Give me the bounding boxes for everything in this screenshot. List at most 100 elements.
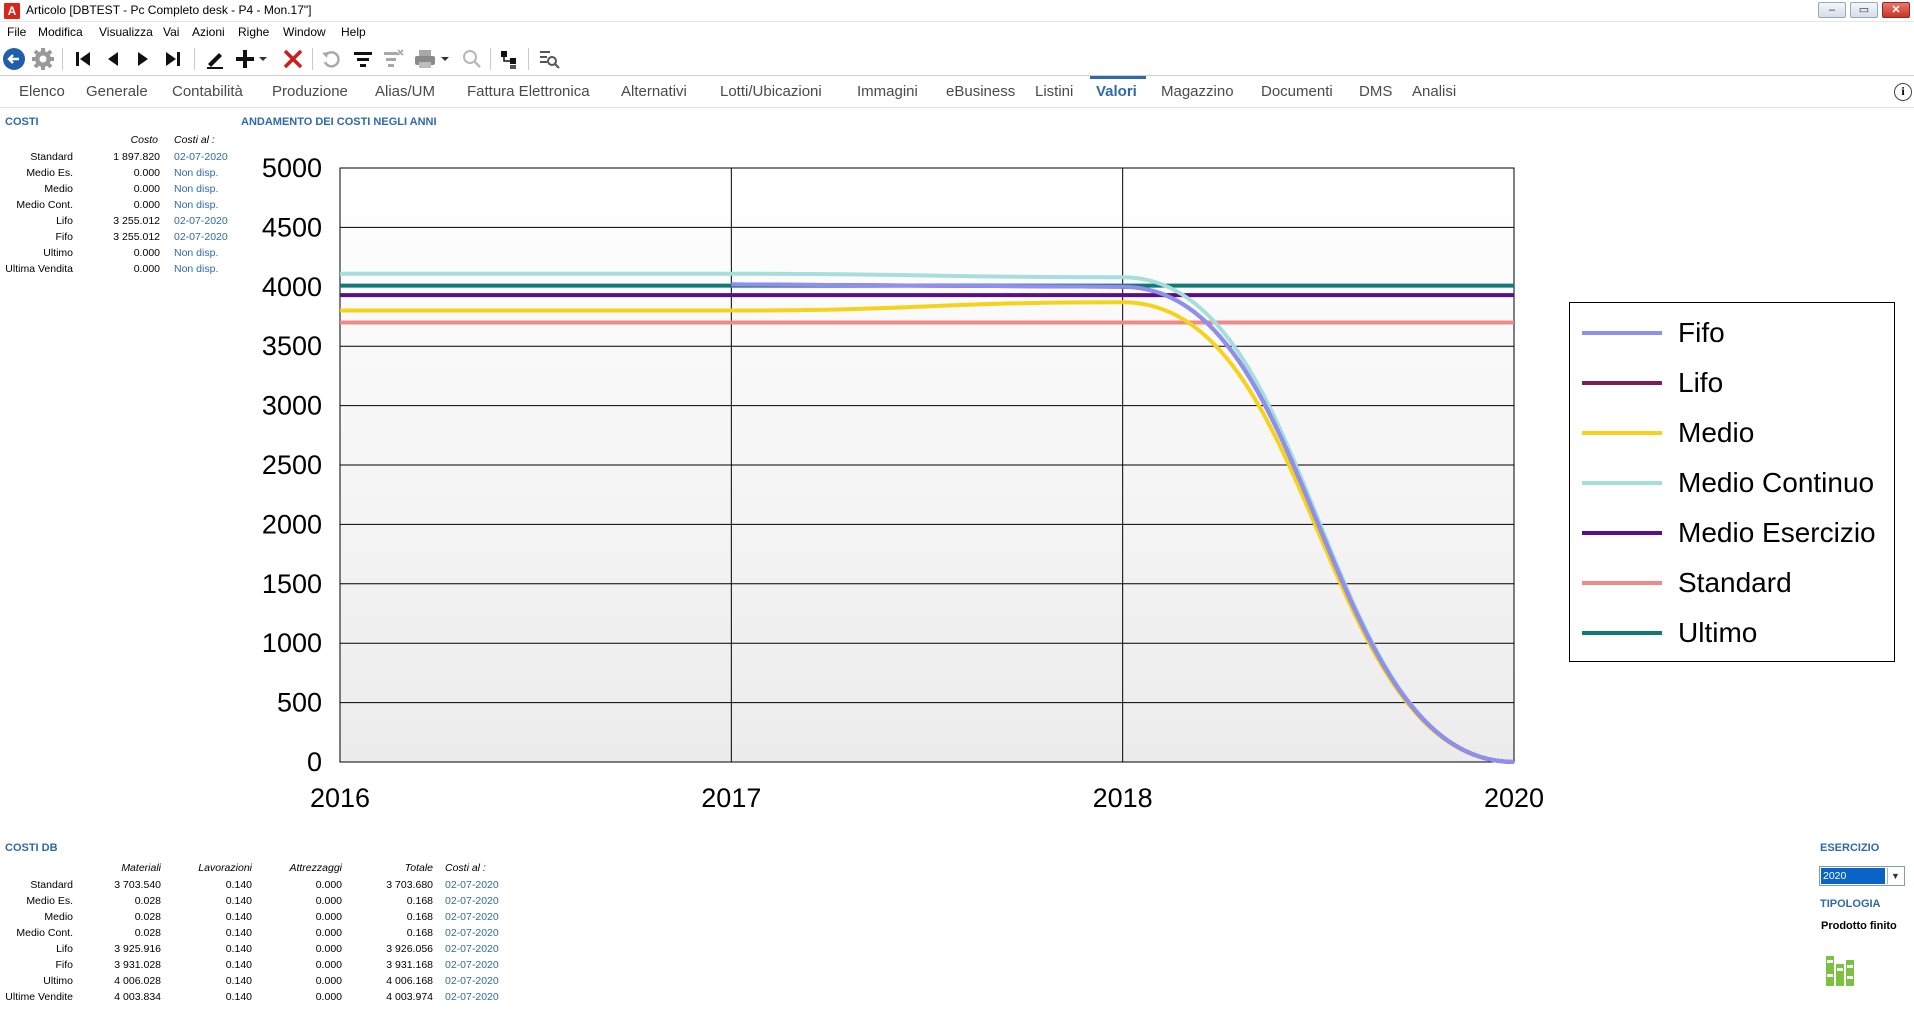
menu-visualizza[interactable]: Visualizza	[99, 25, 153, 39]
tab-analisi[interactable]: Analisi	[1412, 83, 1457, 100]
costi-db-header: Lavorazioni	[198, 862, 252, 874]
chevron-down-icon[interactable]: ▼	[1887, 868, 1903, 884]
window-title: Articolo [DBTEST - Pc Completo desk - P4…	[26, 3, 312, 17]
menu-file[interactable]: File	[7, 25, 27, 39]
costi-row-label: Medio Es.	[26, 167, 73, 179]
menu-window[interactable]: Window	[283, 25, 326, 39]
filter-icon[interactable]	[350, 46, 376, 72]
prev-record-icon[interactable]	[100, 46, 126, 72]
legend-label: Ultimo	[1678, 617, 1758, 648]
edit-pencil-icon[interactable]	[202, 46, 228, 72]
costi-db-row-label: Fifo	[55, 959, 73, 971]
tab-dms[interactable]: DMS	[1359, 83, 1393, 100]
tab-ebusiness[interactable]: eBusiness	[946, 83, 1016, 100]
costi-db-lavorazioni: 0.140	[225, 975, 252, 987]
costi-db-materiali: 0.028	[134, 911, 161, 923]
tab-listini[interactable]: Listini	[1035, 83, 1074, 100]
tab-alias-um[interactable]: Alias/UM	[375, 83, 436, 100]
costi-row-label: Medio	[44, 183, 73, 195]
costi-db-data: 02-07-2020	[445, 975, 499, 987]
tab-magazzino[interactable]: Magazzino	[1161, 83, 1234, 100]
menu-righe[interactable]: Righe	[238, 25, 270, 39]
minimize-button[interactable]: –	[1818, 2, 1846, 18]
costi-db-materiali: 0.028	[134, 927, 161, 939]
tab-alternativi[interactable]: Alternativi	[621, 83, 687, 100]
costi-db-data: 02-07-2020	[445, 911, 499, 923]
legend-swatch	[1582, 631, 1662, 635]
legend-label: Medio	[1678, 417, 1755, 448]
costi-row-label: Lifo	[56, 215, 73, 227]
tab-immagini[interactable]: Immagini	[857, 83, 918, 100]
costi-row-value: 0.000	[133, 247, 160, 259]
tab-bar: i Elenco Generale Contabilità Produzione Ali…	[0, 76, 1914, 108]
esercizio-title: ESERCIZIO	[1820, 842, 1880, 854]
delete-icon[interactable]	[280, 46, 306, 72]
costi-db-header: Costi al :	[445, 862, 486, 874]
costi-db-row-label: Medio	[44, 911, 73, 923]
costi-row-label: Fifo	[55, 231, 73, 243]
costi-row-date: 02-07-2020	[174, 215, 228, 227]
print-icon[interactable]	[412, 46, 438, 72]
tab-generale[interactable]: Generale	[86, 83, 148, 100]
costi-title: COSTI	[5, 116, 39, 128]
series-line-medio	[340, 300, 1515, 764]
costi-db-materiali: 3 931.028	[114, 959, 161, 971]
back-circle-icon[interactable]	[1, 46, 27, 72]
tab-fattura-elettronica[interactable]: Fattura Elettronica	[467, 83, 590, 100]
y-tick-label: 1000	[262, 628, 322, 658]
menu-azioni[interactable]: Azioni	[192, 25, 225, 39]
legend-item: Medio Continuo	[1570, 462, 1894, 502]
chart-legend: Fifo Lifo Medio Medio Continuo Medio Eserciz…	[1569, 302, 1895, 662]
costi-row-label: Medio Cont.	[16, 199, 73, 211]
menu-help[interactable]: Help	[341, 25, 366, 39]
costi-db-attrezzaggi: 0.000	[315, 991, 342, 1003]
gear-icon[interactable]	[30, 46, 56, 72]
costi-db-attrezzaggi: 0.000	[315, 895, 342, 907]
legend-item: Ultimo	[1570, 612, 1894, 652]
search-list-icon[interactable]	[536, 46, 562, 72]
legend-item: Medio	[1570, 412, 1894, 452]
menu-modifica[interactable]: Modifica	[38, 25, 83, 39]
print-preview-icon[interactable]	[458, 46, 484, 72]
costi-row-label: Ultima Vendita	[5, 263, 73, 275]
series-line-fifo	[731, 282, 1515, 764]
product-type-icon	[1824, 954, 1860, 993]
tab-elenco[interactable]: Elenco	[19, 83, 65, 100]
add-icon[interactable]	[232, 46, 258, 72]
x-tick-label: 2017	[701, 783, 761, 813]
tab-documenti[interactable]: Documenti	[1261, 83, 1333, 100]
menu-bar: File Modifica Visualizza Vai Azioni Righe Wind…	[0, 22, 1914, 42]
close-button[interactable]: ✕	[1882, 2, 1910, 18]
chevron-down-icon[interactable]	[256, 46, 270, 72]
costi-db-data: 02-07-2020	[445, 895, 499, 907]
next-record-icon[interactable]	[130, 46, 156, 72]
tab-lotti-ubicazioni[interactable]: Lotti/Ubicazioni	[720, 83, 822, 100]
costi-db-row-label: Ultime Vendite	[5, 991, 73, 1003]
restore-button[interactable]: ▭	[1850, 2, 1878, 18]
esercizio-value: 2020	[1821, 868, 1885, 884]
tab-valori[interactable]: Valori	[1096, 83, 1137, 100]
costi-db-materiali: 3 703.540	[114, 879, 161, 891]
costi-db-attrezzaggi: 0.000	[315, 927, 342, 939]
costi-db-data: 02-07-2020	[445, 927, 499, 939]
costi-db-totale: 0.168	[406, 895, 433, 907]
menu-vai[interactable]: Vai	[163, 25, 180, 39]
costi-row-value: 0.000	[133, 263, 160, 275]
chart-title: ANDAMENTO DEI COSTI NEGLI ANNI	[241, 116, 437, 128]
costi-al-header: Costi al :	[174, 134, 215, 146]
y-tick-label: 1500	[262, 569, 322, 599]
costi-row-date: Non disp.	[174, 183, 219, 195]
tab-contabilit-[interactable]: Contabilità	[172, 83, 243, 100]
print-dropdown-icon[interactable]	[438, 46, 452, 72]
tab-produzione[interactable]: Produzione	[272, 83, 348, 100]
costi-db-lavorazioni: 0.140	[225, 943, 252, 955]
tree-icon[interactable]	[496, 46, 522, 72]
refresh-icon[interactable]	[318, 46, 344, 72]
costi-db-totale: 0.168	[406, 911, 433, 923]
info-icon[interactable]: i	[1894, 83, 1912, 101]
esercizio-select[interactable]: 2020 ▼	[1819, 866, 1905, 886]
costi-db-header: Attrezzaggi	[289, 862, 342, 874]
clear-filter-icon[interactable]	[380, 46, 406, 72]
last-record-icon[interactable]	[160, 46, 186, 72]
first-record-icon[interactable]	[70, 46, 96, 72]
